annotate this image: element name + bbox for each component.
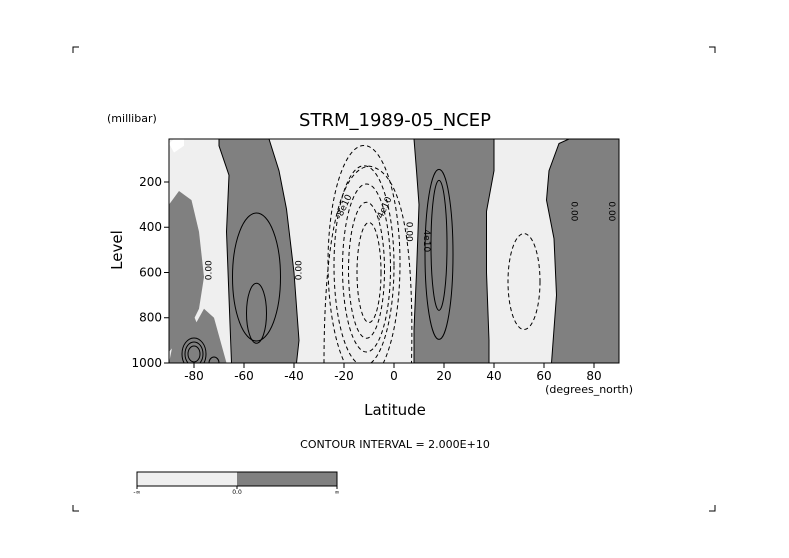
positive-fill-region: [546, 139, 619, 363]
positive-contour-line: [187, 345, 201, 363]
negative-contour-line: [323, 165, 413, 363]
positive-fill-region: [169, 191, 204, 352]
positive-contour-line: [424, 168, 454, 340]
contour-label: 0.00: [295, 260, 305, 280]
positive-contour-line: [430, 179, 448, 311]
x-axis-label: Latitude: [364, 401, 426, 419]
zero-contour-line: [413, 139, 495, 363]
x-tick-label: 0: [390, 369, 398, 383]
y-units-label: (millibar): [107, 112, 157, 125]
x-tick-label: -20: [334, 369, 354, 383]
x-tick-label: -60: [234, 369, 254, 383]
x-tick-label: 40: [486, 369, 501, 383]
negative-contour-line: [342, 183, 391, 353]
colorbar-label: -∞: [133, 489, 140, 496]
contour-label: 0.00: [606, 201, 616, 221]
contour-label: 0.00: [404, 222, 414, 242]
positive-contour-line: [208, 356, 220, 363]
y-tick-label: 800: [139, 311, 162, 325]
positive-contour-line: [232, 212, 281, 342]
colorbar-negative: [137, 472, 237, 486]
corner-mark: [709, 505, 716, 512]
negative-contour-line: [333, 165, 395, 363]
negative-contour-line: [348, 201, 385, 339]
y-tick-label: 1000: [131, 356, 162, 370]
contour-interval-text: CONTOUR INTERVAL = 2.000E+10: [300, 438, 490, 451]
corner-mark: [72, 505, 79, 512]
negative-contour-line: [327, 144, 401, 363]
contour-label: 0.00: [205, 260, 215, 280]
negative-contour-line: [507, 233, 541, 331]
colorbar-label: ∞: [335, 489, 340, 496]
positive-contour-line: [181, 337, 207, 363]
x-tick-label: -80: [184, 369, 204, 383]
notch: [169, 139, 184, 153]
corner-mark: [709, 46, 716, 53]
x-tick-label: 20: [436, 369, 451, 383]
contour-label: 0.00: [569, 201, 579, 221]
colorbar-label: 0.0: [232, 489, 242, 496]
positive-fill-region: [219, 139, 299, 363]
y-axis-label: Level: [108, 230, 126, 270]
positive-contour-line: [184, 341, 204, 363]
colorbar-positive: [237, 472, 337, 486]
zero-contour-line: [545, 139, 619, 363]
zero-contour-line: [218, 139, 300, 363]
negative-contour-line: [356, 221, 382, 323]
x-tick-label: 80: [586, 369, 601, 383]
y-tick-label: 400: [139, 220, 162, 234]
positive-contour-line: [246, 282, 267, 344]
y-tick-label: 600: [139, 265, 162, 279]
corner-mark: [72, 46, 79, 53]
y-tick-label: 200: [139, 175, 162, 189]
contour-label: 4e10: [421, 229, 431, 252]
positive-fill-region: [169, 304, 227, 363]
x-tick-label: -40: [284, 369, 304, 383]
x-units-label: (degrees_north): [545, 383, 633, 396]
x-tick-label: 60: [536, 369, 551, 383]
chart-title: STRM_1989-05_NCEP: [299, 110, 491, 131]
